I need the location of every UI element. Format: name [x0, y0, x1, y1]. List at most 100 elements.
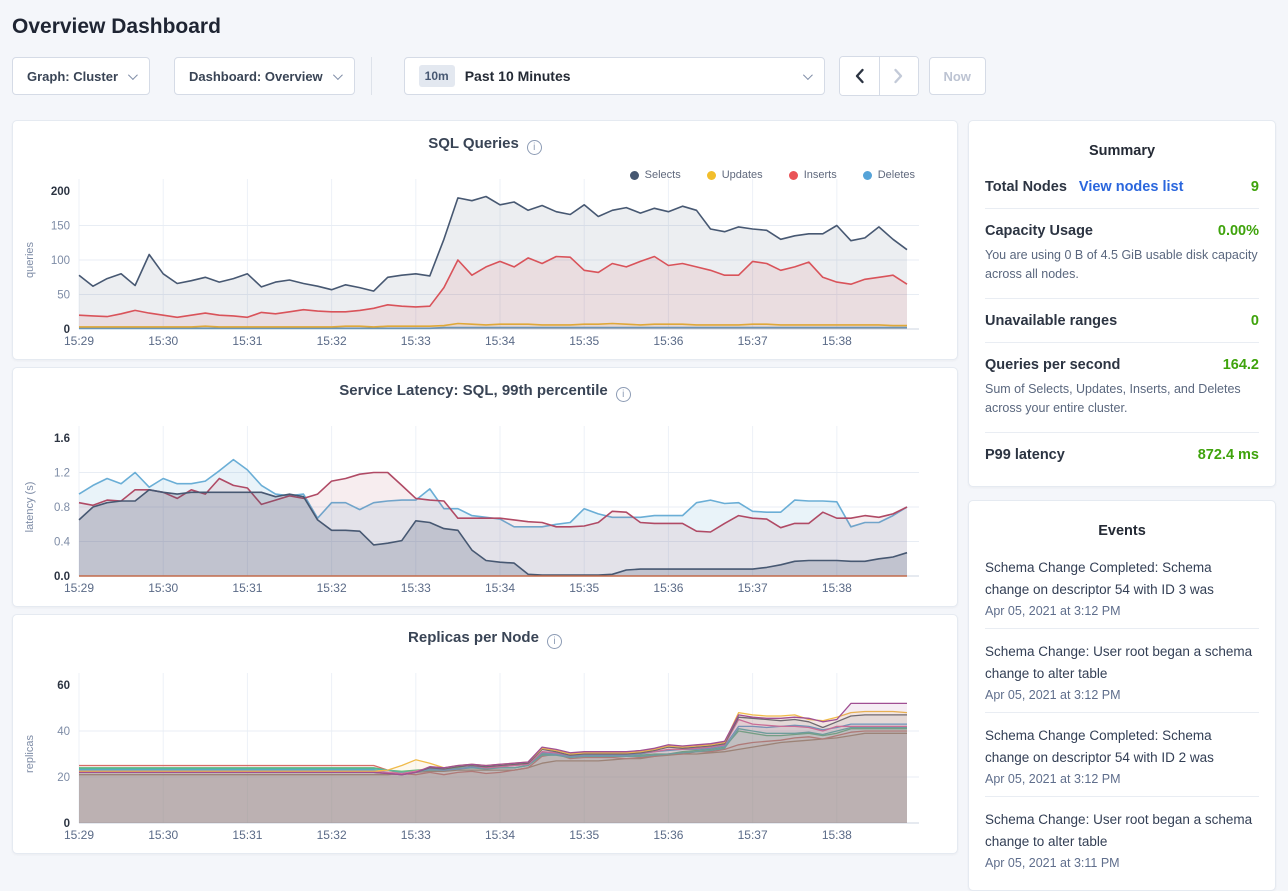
svg-text:15:30: 15:30: [148, 334, 178, 348]
svg-text:15:34: 15:34: [485, 581, 515, 595]
chevron-left-icon: [855, 68, 864, 84]
svg-text:0: 0: [64, 818, 70, 830]
svg-text:1.2: 1.2: [54, 468, 70, 480]
info-icon[interactable]: i: [615, 387, 631, 402]
svg-text:15:29: 15:29: [64, 334, 94, 348]
legend-dot-icon: [706, 170, 716, 180]
svg-text:15:38: 15:38: [822, 581, 852, 595]
svg-text:queries: queries: [24, 241, 36, 278]
svg-text:replicas: replicas: [24, 735, 36, 773]
svg-text:0.8: 0.8: [54, 502, 70, 514]
summary-caption: You are using 0 B of 4.5 GiB usable disk…: [985, 248, 1258, 282]
svg-text:15:36: 15:36: [653, 828, 683, 842]
svg-text:15:34: 15:34: [485, 828, 515, 842]
svg-text:15:33: 15:33: [401, 581, 431, 595]
svg-text:15:32: 15:32: [317, 334, 347, 348]
event-time: Apr 05, 2021 at 3:11 PM: [985, 855, 1120, 870]
time-range-dropdown[interactable]: 10m Past 10 Minutes: [403, 57, 825, 95]
chart-legend: Selects Updates Inserts Deletes: [629, 169, 915, 181]
event-text: Schema Change Completed: Schema change o…: [985, 559, 1214, 597]
event-text: Schema Change Completed: Schema change o…: [985, 727, 1214, 765]
summary-value: 9: [1250, 179, 1259, 195]
svg-text:100: 100: [51, 255, 70, 267]
chart-title-row: SQL Queries i: [13, 135, 957, 157]
time-pager: [838, 56, 919, 96]
svg-text:15:38: 15:38: [822, 334, 852, 348]
summary-heading: Summary: [1088, 143, 1156, 159]
svg-text:15:35: 15:35: [569, 334, 599, 348]
event-text: Schema Change: User root began a schema …: [985, 643, 1253, 681]
page-title: Overview Dashboard: [12, 15, 221, 38]
next-time-button[interactable]: [878, 57, 918, 95]
svg-text:15:33: 15:33: [401, 334, 431, 348]
svg-text:15:34: 15:34: [485, 334, 515, 348]
chart-card-service-latency: Service Latency: SQL, 99th percentile i 1…: [12, 367, 958, 607]
svg-text:15:32: 15:32: [317, 828, 347, 842]
chart-card-sql-queries: SQL Queries i Selects Updates Inserts Delete…: [12, 120, 958, 360]
info-icon[interactable]: i: [526, 140, 542, 155]
event-time: Apr 05, 2021 at 3:12 PM: [985, 687, 1121, 702]
chart-title-row: Service Latency: SQL, 99th percentile i: [13, 382, 957, 404]
svg-text:latency (s): latency (s): [24, 482, 36, 533]
summary-label: Unavailable ranges: [985, 312, 1118, 329]
legend-dot-icon: [629, 170, 639, 180]
svg-text:15:30: 15:30: [148, 581, 178, 595]
replicas-chart-plot[interactable]: 15:29 15:30 15:31 15:32 15:33 15:34 15:35 15:36…: [13, 655, 957, 854]
event-item: Schema Change Completed: Schema change o…: [985, 711, 1259, 796]
svg-text:0.0: 0.0: [54, 571, 70, 583]
summary-value: 0.00%: [1217, 223, 1259, 239]
event-item: Schema Change: User root began a schema …: [985, 627, 1259, 712]
svg-text:15:31: 15:31: [232, 334, 262, 348]
summary-row-p99-latency: P99 latency 872.4 ms: [985, 431, 1259, 476]
summary-caption: Sum of Selects, Updates, Inserts, and De…: [985, 381, 1241, 416]
main-content: SQL Queries i Selects Updates Inserts Delete…: [12, 120, 1276, 891]
events-panel: Events Schema Change Completed: Schema c…: [968, 499, 1276, 891]
svg-text:15:35: 15:35: [569, 581, 599, 595]
svg-text:60: 60: [57, 680, 70, 692]
svg-text:15:29: 15:29: [64, 828, 94, 842]
charts-column: SQL Queries i Selects Updates Inserts Delete…: [12, 120, 958, 854]
chevron-right-icon: [894, 68, 903, 84]
svg-text:15:30: 15:30: [148, 828, 178, 842]
sidebar-column: Summary Total Nodes View nodes list 9 Ca…: [968, 120, 1276, 891]
dashboard-dropdown[interactable]: Dashboard: Overview: [174, 57, 355, 95]
summary-value: 872.4 ms: [1197, 446, 1259, 463]
svg-text:1.6: 1.6: [54, 433, 70, 445]
summary-value: 164.2: [1222, 356, 1259, 373]
legend-item-deletes: Deletes: [862, 169, 915, 181]
legend-item-inserts: Inserts: [788, 169, 837, 181]
event-time: Apr 05, 2021 at 3:12 PM: [985, 603, 1121, 618]
legend-item-selects: Selects: [629, 169, 681, 181]
info-icon[interactable]: i: [546, 634, 562, 649]
svg-text:15:37: 15:37: [738, 334, 768, 348]
sql-queries-chart-plot[interactable]: 15:29 15:30 15:31 15:32 15:33 15:34 15:35 15:36…: [13, 161, 957, 360]
chart-title: Replicas per Node: [408, 629, 539, 646]
summary-value: 0: [1250, 312, 1259, 329]
toolbar: Graph: Cluster Dashboard: Overview 10m P…: [12, 56, 1276, 96]
svg-text:15:37: 15:37: [738, 581, 768, 595]
svg-text:0.4: 0.4: [54, 537, 71, 549]
svg-text:15:36: 15:36: [653, 334, 683, 348]
event-item: Schema Change: User root began a schema …: [985, 795, 1259, 880]
graph-dropdown-label: Graph: Cluster: [27, 68, 119, 84]
view-nodes-list-link[interactable]: View nodes list: [1078, 179, 1184, 195]
dashboard-dropdown-label: Dashboard: Overview: [189, 68, 323, 84]
summary-row-total-nodes: Total Nodes View nodes list 9: [985, 165, 1259, 208]
svg-text:200: 200: [51, 186, 70, 198]
svg-text:15:36: 15:36: [653, 581, 683, 595]
event-time: Apr 05, 2021 at 3:12 PM: [985, 771, 1121, 786]
svg-text:15:31: 15:31: [232, 581, 262, 595]
service-latency-chart-plot[interactable]: 15:29 15:30 15:31 15:32 15:33 15:34 15:35 15:36…: [13, 408, 957, 607]
svg-text:15:29: 15:29: [64, 581, 94, 595]
events-heading: Events: [1098, 522, 1146, 539]
now-button[interactable]: Now: [928, 57, 986, 95]
chart-title: SQL Queries: [428, 135, 519, 152]
svg-text:15:32: 15:32: [317, 581, 347, 595]
prev-time-button[interactable]: [839, 57, 879, 95]
chart-title: Service Latency: SQL, 99th percentile: [339, 382, 608, 399]
summary-label: Capacity Usage: [985, 223, 1093, 239]
summary-row-queries-per-second: Queries per second 164.2 Sum of Selects,…: [985, 341, 1259, 432]
summary-label: Total Nodes: [985, 179, 1067, 195]
chart-card-replicas-per-node: Replicas per Node i 15:29 15:30 15:31 15:32 1…: [12, 614, 958, 854]
graph-dropdown[interactable]: Graph: Cluster: [12, 57, 151, 95]
